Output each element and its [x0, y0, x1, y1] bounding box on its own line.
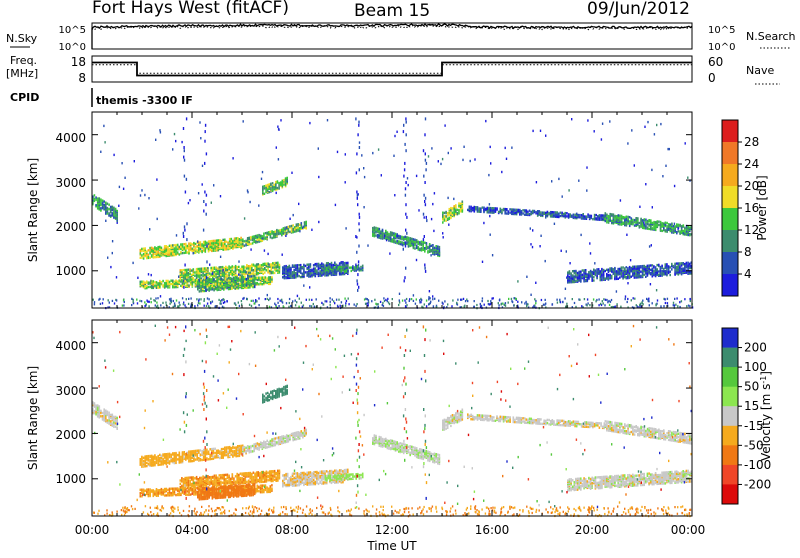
noise-panel: N.Sky 10^5 10^0 10^5 10^0 N.Search [6, 23, 796, 53]
velocity-bar-swatch-3 [722, 387, 738, 407]
velocity-bar-swatch-0 [722, 328, 738, 348]
x-tick-2: 08:00 [275, 523, 310, 537]
power-bar-tick-6: 4 [744, 267, 752, 281]
velocity-bar-swatch-8 [722, 484, 738, 504]
noise-right-tick-top: 10^5 [708, 25, 735, 36]
x-tick-1: 04:00 [175, 523, 210, 537]
nave-label: Nave [746, 64, 774, 77]
velocity-y-label: Slant Range [km] [26, 366, 40, 470]
power-y-label: Slant Range [km] [26, 158, 40, 262]
velocity-bar-tick-2: 50 [744, 380, 759, 394]
velocity-bar-label: Velocity [m s-1] [759, 371, 774, 461]
x-tick-6: 00:00 [671, 523, 706, 537]
power-bar-tick-5: 8 [744, 245, 752, 259]
freq-panel: Freq. [MHz] 18 8 60 0 Nave [6, 54, 780, 85]
power-y-tick-3000: 3000 [55, 176, 86, 190]
noise-left-label: N.Sky [6, 32, 38, 45]
power-bar-tick-0: 28 [744, 135, 759, 149]
velocity-y-tick-2000: 2000 [55, 428, 86, 442]
noise-left-tick-bottom: 10^0 [59, 42, 86, 53]
velocity-bar-swatch-7 [722, 465, 738, 485]
velocity-bar-tick-3: 15 [744, 399, 759, 413]
power-bar-swatch-7 [722, 274, 738, 296]
velocity-y-tick-4000: 4000 [55, 339, 86, 353]
power-bar-swatch-1 [722, 142, 738, 164]
velocity-bar-swatch-1 [722, 348, 738, 368]
velocity-y-tick-1000: 1000 [55, 472, 86, 486]
power-bar-tick-1: 24 [744, 157, 759, 171]
velocity-bar-swatch-5 [722, 426, 738, 446]
beam-title: Beam 15 [354, 1, 430, 21]
x-axis: 00:00 04:00 08:00 12:00 16:00 20:00 00:0… [75, 523, 706, 553]
freq-label-1: Freq. [10, 54, 37, 67]
power-bar-swatch-4 [722, 208, 738, 230]
x-tick-0: 00:00 [75, 523, 110, 537]
velocity-bar-swatch-4 [722, 406, 738, 426]
freq-tick-bottom: 8 [78, 71, 86, 85]
velocity-panel: Slant Range [km] 1000 2000 3000 4000 [26, 320, 692, 517]
velocity-bar-swatch-6 [722, 445, 738, 465]
cpid-label: CPID [10, 91, 39, 104]
nave-series [92, 65, 692, 74]
power-bar-swatch-2 [722, 164, 738, 186]
freq-label-2: [MHz] [6, 67, 38, 80]
power-bar-swatch-5 [722, 230, 738, 252]
power-y-tick-4000: 4000 [55, 131, 86, 145]
x-tick-4: 16:00 [475, 523, 510, 537]
x-axis-label: Time UT [366, 539, 417, 553]
nave-tick-top: 60 [708, 55, 723, 69]
noise-left-tick-top: 10^5 [59, 25, 86, 36]
station-title: Fort Hays West (fitACF) [92, 0, 289, 18]
power-bar-label: Power [dB] [755, 175, 769, 240]
nave-tick-bottom: 0 [708, 71, 716, 85]
power-bar-swatch-3 [722, 186, 738, 208]
velocity-bar-swatch-2 [722, 367, 738, 387]
date-title: 09/Jun/2012 [587, 0, 690, 19]
power-panel: Slant Range [km] 1000 2000 3000 4000 [26, 112, 693, 309]
noise-right-tick-bottom: 10^0 [708, 42, 735, 53]
velocity-bar-tick-7: -200 [744, 477, 771, 491]
x-tick-5: 20:00 [575, 523, 610, 537]
power-y-tick-1000: 1000 [55, 264, 86, 278]
power-bar-swatch-0 [722, 120, 738, 142]
power-y-tick-2000: 2000 [55, 220, 86, 234]
freq-tick-top: 18 [71, 55, 86, 69]
velocity-y-tick-3000: 3000 [55, 384, 86, 398]
noise-right-label: N.Search [746, 30, 796, 43]
x-tick-3: 12:00 [375, 523, 410, 537]
power-bar-swatch-6 [722, 252, 738, 274]
velocity-bar-tick-0: 200 [744, 341, 767, 355]
cpid-text: themis -3300 IF [96, 94, 193, 107]
